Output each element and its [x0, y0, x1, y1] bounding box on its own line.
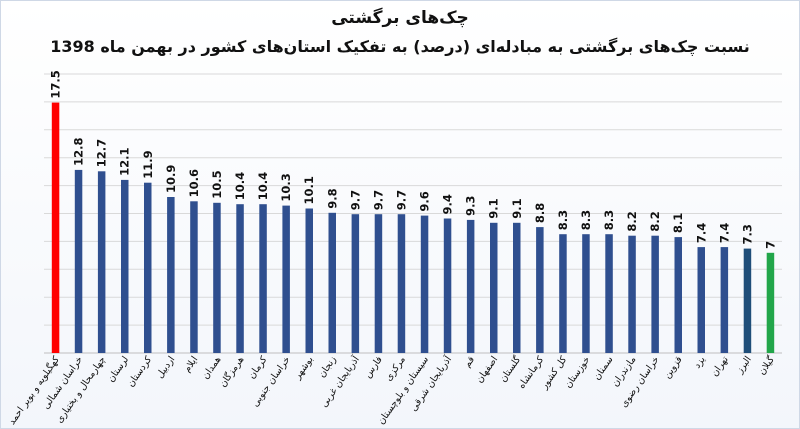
value-label: 9.4: [441, 194, 455, 214]
value-label: 8.3: [556, 210, 570, 230]
bar: [351, 214, 360, 353]
bar: [466, 219, 475, 353]
bar: [190, 201, 198, 353]
bar: [720, 247, 729, 353]
value-label: 8.3: [579, 210, 593, 230]
category-label: بوشهر: [292, 354, 316, 382]
chart-subtitle: نسبت چک‌های برگشتی به مبادله‌ای (درصد) ب…: [50, 37, 750, 56]
value-label: 10.1: [302, 176, 316, 204]
bar: [167, 197, 175, 353]
value-label: 10.9: [164, 165, 178, 193]
value-label: 10.6: [187, 169, 201, 197]
category-label: زنجان: [316, 354, 339, 380]
bar: [97, 171, 106, 353]
value-label: 9.3: [464, 196, 478, 216]
value-label: 9.7: [371, 190, 385, 210]
bar: [443, 218, 452, 353]
bar: [259, 204, 267, 353]
bar: [490, 222, 498, 353]
value-label: 9.8: [325, 188, 339, 208]
bar: [51, 102, 60, 353]
value-label: 8.1: [671, 213, 685, 233]
bar: [374, 214, 383, 353]
value-label: 9.6: [418, 191, 432, 211]
bar: [282, 205, 290, 353]
category-label: گیلان: [756, 353, 778, 377]
bar: [651, 235, 659, 353]
value-label: 10.3: [279, 173, 293, 201]
value-label: 10.5: [210, 170, 224, 198]
bar: [74, 169, 83, 353]
value-label: 9.7: [348, 190, 362, 210]
category-label: قزوین: [662, 354, 685, 380]
bar: [213, 202, 221, 353]
value-label: 8.2: [625, 211, 639, 231]
value-label: 7.3: [740, 224, 754, 244]
bar: [674, 237, 682, 353]
category-label: فارس: [362, 354, 385, 380]
value-label: 8.3: [602, 210, 616, 230]
bar: [144, 182, 152, 353]
category-label: اصفهان: [474, 354, 500, 385]
bar: [697, 247, 705, 353]
value-label: 9.1: [510, 198, 524, 218]
category-label: قم: [462, 354, 477, 369]
bar: [236, 204, 244, 353]
value-label: 7: [763, 241, 777, 249]
value-label: 7.4: [717, 223, 731, 243]
value-label: 12.8: [72, 137, 86, 165]
value-label: 10.4: [256, 172, 270, 200]
value-label: 10.4: [233, 172, 247, 200]
value-label: 12.1: [118, 148, 132, 176]
value-label: 17.5: [49, 70, 63, 98]
category-label: همدان: [200, 354, 223, 381]
bar: [766, 252, 775, 353]
bar: [397, 214, 406, 353]
bar: [513, 222, 521, 353]
category-label: تهران: [709, 354, 731, 379]
value-label: 11.9: [141, 150, 155, 178]
bar: [305, 208, 313, 353]
value-label: 12.7: [95, 139, 109, 167]
bar: [559, 234, 567, 353]
bar: [628, 235, 636, 353]
chart-title: چک‌های برگشتی: [331, 8, 469, 28]
bar: [420, 215, 429, 353]
bar: [605, 234, 613, 353]
category-label: البرز: [734, 354, 754, 376]
bar: [582, 234, 590, 353]
bar: [328, 212, 336, 353]
value-label: 8.8: [533, 203, 547, 223]
category-label: کردستان: [125, 354, 154, 389]
value-label: 8.2: [648, 211, 662, 231]
category-label: یزد: [692, 354, 708, 371]
value-label: 9.1: [487, 198, 501, 218]
bar: [121, 179, 129, 353]
value-label: 7.4: [694, 223, 708, 243]
bar: [536, 227, 544, 353]
category-label: اردبیل: [154, 354, 177, 380]
category-label: ایلام: [182, 354, 201, 374]
bar: [743, 248, 752, 353]
value-label: 9.7: [394, 190, 408, 210]
category-label: کرمان: [246, 354, 269, 381]
